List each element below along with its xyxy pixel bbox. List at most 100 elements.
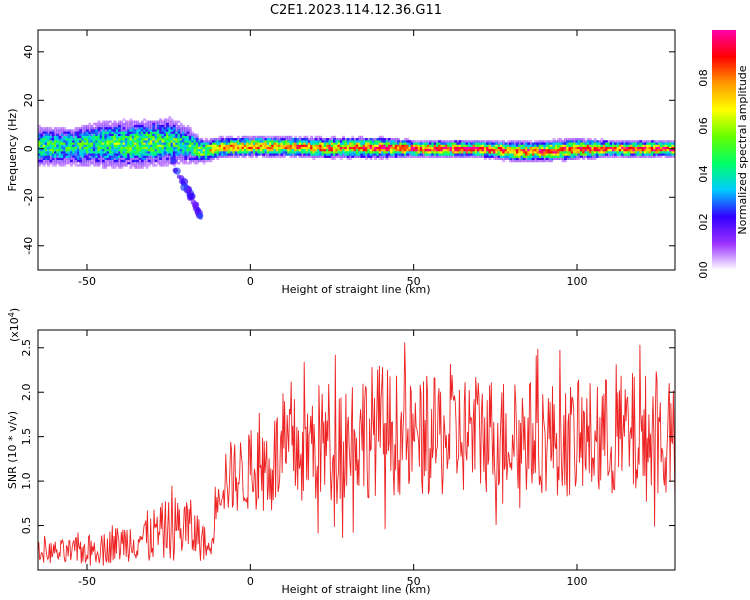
heatmap-cell	[179, 153, 183, 156]
heatmap-cell	[621, 144, 624, 147]
heatmap-cell	[671, 146, 675, 150]
heatmap-cell	[223, 153, 227, 156]
heatmap-cell	[337, 138, 341, 141]
heatmap-cell	[179, 122, 183, 126]
heatmap-cell	[657, 153, 661, 156]
heatmap-cell	[628, 153, 631, 156]
heatmap-cell	[163, 159, 167, 163]
heatmap-cell	[285, 144, 288, 147]
heatmap-cell	[156, 131, 160, 134]
heatmap-cell	[531, 157, 535, 160]
heatmap-cell	[118, 124, 121, 128]
snr-scale-base: (x10	[8, 317, 21, 342]
heatmap-cell	[184, 133, 188, 136]
heatmap-cell	[566, 138, 570, 141]
heatmap-cell	[56, 162, 60, 165]
heatmap-cell	[184, 135, 188, 139]
heatmap-cell	[186, 140, 190, 143]
heatmap-cell	[563, 148, 567, 152]
heatmap-cell	[534, 151, 538, 154]
heatmap-cell	[467, 146, 471, 150]
heatmap-cell	[250, 151, 254, 154]
heatmap-cell	[49, 155, 53, 158]
heatmap-cell	[207, 140, 211, 143]
heatmap-cell	[150, 127, 153, 130]
heatmap-cell	[616, 155, 620, 158]
heatmap-cell	[138, 142, 142, 145]
heatmap-cell	[209, 151, 213, 154]
heatmap-cell	[120, 159, 124, 163]
heatmap-cell	[349, 138, 352, 141]
heatmap-cell	[115, 159, 119, 163]
heatmap-cell	[527, 159, 531, 163]
heatmap-cell	[435, 140, 439, 143]
heatmap-cell	[538, 144, 542, 147]
heatmap-cell	[522, 153, 526, 156]
heatmap-cell	[465, 144, 469, 147]
heatmap-cell	[326, 148, 329, 152]
heatmap-cell	[147, 138, 151, 141]
heatmap-cell	[95, 146, 99, 150]
heatmap-cell	[568, 155, 572, 158]
heatmap-cell	[602, 142, 606, 145]
heatmap-cell	[186, 162, 190, 165]
heatmap-cell	[60, 151, 64, 154]
heatmap-cell	[671, 140, 675, 143]
heatmap-cell	[639, 153, 643, 156]
heatmap-cell	[179, 131, 183, 134]
heatmap-cell	[63, 144, 67, 147]
heatmap-cell	[387, 144, 391, 147]
heatmap-cell	[81, 131, 85, 134]
heatmap-cell	[589, 151, 592, 154]
heatmap-cell	[115, 135, 119, 139]
heatmap-cell	[550, 151, 554, 154]
heatmap-cell	[278, 140, 281, 143]
heatmap-cell	[561, 144, 565, 147]
heatmap-cell	[289, 140, 293, 143]
heatmap-cell	[312, 155, 316, 158]
heatmap-cell	[134, 151, 137, 154]
heatmap-cell	[127, 122, 131, 126]
heatmap-cell	[161, 127, 165, 130]
heatmap-cell	[490, 155, 494, 158]
heatmap-cell	[639, 142, 643, 145]
heatmap-cell	[140, 162, 144, 165]
heatmap-cell	[449, 140, 453, 143]
heatmap-cell	[474, 146, 478, 150]
heatmap-cell	[422, 153, 426, 156]
heatmap-cell	[488, 142, 492, 145]
heatmap-cell	[58, 131, 62, 134]
heatmap-cell	[122, 135, 126, 139]
heatmap-cell	[86, 164, 89, 167]
heatmap-cell	[259, 153, 263, 156]
heatmap-cell	[113, 142, 117, 145]
heatmap-cell	[413, 140, 416, 143]
heatmap-cell	[536, 142, 540, 145]
heatmap-cell	[120, 133, 124, 136]
heatmap-cell	[225, 146, 229, 150]
heatmap-cell	[86, 140, 89, 143]
heatmap-cell	[328, 148, 332, 152]
heatmap-cell	[159, 131, 163, 134]
heatmap-cell	[285, 142, 288, 145]
heatmap-cell	[266, 155, 270, 158]
heatmap-cell	[127, 162, 131, 165]
heatmap-cell	[499, 157, 503, 160]
heatmap-cell	[541, 157, 544, 160]
heatmap-cell	[408, 144, 412, 147]
heatmap-cell	[72, 153, 76, 156]
heatmap-cell	[394, 142, 398, 145]
heatmap-cell	[104, 153, 108, 156]
heatmap-cell	[177, 146, 181, 150]
heatmap-cell	[479, 148, 483, 152]
heatmap-cell	[161, 146, 165, 150]
heatmap-cell	[150, 144, 153, 147]
heatmap-cell	[42, 131, 46, 134]
heatmap-cell	[95, 148, 99, 152]
heatmap-cell	[76, 155, 80, 158]
heatmap-cell	[335, 153, 339, 156]
heatmap-cell	[140, 159, 144, 163]
heatmap-cell	[669, 146, 672, 150]
heatmap-cell	[179, 133, 183, 136]
heatmap-cell	[330, 142, 334, 145]
